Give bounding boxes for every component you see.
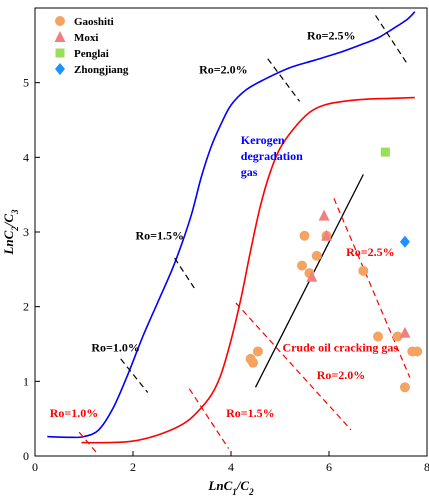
x-axis-title-main: LnC bbox=[207, 478, 232, 493]
ro-label-2: Ro=2.0% bbox=[317, 368, 366, 382]
curve-1 bbox=[81, 96, 415, 444]
point-gaoshiti-8 bbox=[358, 265, 369, 276]
point-gaoshiti-9 bbox=[373, 331, 383, 342]
point-penglai-0 bbox=[380, 147, 390, 157]
x-axis-title-sub2: 2 bbox=[248, 487, 254, 497]
ro-label-0: Ro=1.0% bbox=[50, 406, 99, 420]
legend-marker-gaoshiti bbox=[55, 16, 65, 26]
ro-line-6 bbox=[267, 58, 301, 102]
point-zhongjiang-0 bbox=[399, 235, 410, 248]
x-tick-label-6: 6 bbox=[326, 460, 332, 474]
y-tick-label-4: 4 bbox=[23, 150, 29, 164]
point-gaoshiti-3 bbox=[297, 260, 308, 271]
x-tick-label-8: 8 bbox=[424, 460, 429, 474]
y-tick-label-1: 1 bbox=[23, 374, 29, 388]
point-moxi-3 bbox=[399, 326, 411, 338]
annotations-layer: Kerogen degradation gas Crude oil cracking … bbox=[241, 133, 399, 355]
y-axis-title-sub2: 3 bbox=[10, 209, 20, 215]
x-tick-label-2: 2 bbox=[130, 460, 136, 474]
point-gaoshiti-6 bbox=[311, 250, 322, 261]
y-tick-label-3: 3 bbox=[23, 225, 29, 239]
ticks-layer: 0 2 4 6 8 0 1 2 3 4 5 bbox=[23, 76, 429, 474]
ro-line-0 bbox=[78, 431, 97, 453]
x-axis-title-sub1: 1 bbox=[232, 487, 237, 497]
ro-label-4: Ro=1.0% bbox=[91, 340, 140, 354]
legend-label-gaoshiti: Gaoshiti bbox=[74, 16, 114, 28]
point-gaoshiti-13 bbox=[412, 346, 423, 357]
ro-label-1: Ro=1.5% bbox=[226, 406, 275, 420]
annotation-0-line-2: gas bbox=[241, 165, 258, 179]
point-moxi-0 bbox=[306, 270, 318, 282]
y-axis-title-sep: /C bbox=[1, 214, 16, 228]
ro-label-6: Ro=2.0% bbox=[199, 63, 248, 77]
annotation-0-line-1: degradation bbox=[241, 149, 303, 163]
point-gaoshiti-2 bbox=[252, 346, 263, 357]
point-gaoshiti-4 bbox=[299, 230, 310, 241]
point-gaoshiti-10 bbox=[392, 331, 403, 342]
y-tick-label-5: 5 bbox=[23, 76, 29, 90]
x-axis-title-sep: /C bbox=[236, 478, 250, 493]
legend-label-penglai: Penglai bbox=[74, 48, 109, 60]
ro-lines-layer: Ro=1.0% Ro=1.5% Ro=2.0% Ro=2.5% Ro=1.0% Ro=1.… bbox=[50, 15, 411, 453]
legend-label-moxi: Moxi bbox=[74, 32, 98, 44]
ro-line-1 bbox=[188, 388, 230, 449]
y-tick-label-2: 2 bbox=[23, 300, 29, 314]
ro-label-5: Ro=1.5% bbox=[135, 228, 184, 242]
ro-line-2 bbox=[235, 302, 352, 431]
y-axis-title-sub1: 2 bbox=[10, 226, 20, 232]
ro-label-7: Ro=2.5% bbox=[307, 28, 356, 42]
x-axis-title: LnC1/C2 bbox=[207, 478, 254, 497]
points-layer bbox=[245, 147, 423, 393]
ro-line-4 bbox=[120, 358, 149, 393]
ro-label-3: Ro=2.5% bbox=[346, 245, 395, 259]
y-axis-title: LnC2/C3 bbox=[1, 209, 20, 256]
annotation-0-line-0: Kerogen bbox=[241, 133, 285, 147]
y-tick-label-0: 0 bbox=[23, 449, 29, 463]
curve-0 bbox=[47, 11, 416, 439]
ro-line-5 bbox=[174, 257, 195, 289]
point-gaoshiti-1 bbox=[248, 357, 259, 368]
point-moxi-1 bbox=[318, 209, 330, 221]
legend-label-zhongjiang: Zhongjiang bbox=[74, 64, 129, 76]
x-tick-label-0: 0 bbox=[32, 460, 38, 474]
legend: Gaoshiti Moxi Penglai Zhongjiang bbox=[54, 16, 129, 76]
legend-marker-penglai bbox=[55, 48, 65, 58]
point-gaoshiti-11 bbox=[399, 382, 410, 393]
ro-line-3 bbox=[333, 198, 411, 378]
legend-marker-moxi bbox=[54, 31, 66, 42]
x-tick-label-4: 4 bbox=[228, 460, 234, 474]
legend-marker-zhongjiang bbox=[55, 63, 65, 75]
annotation-1-line-0: Crude oil cracking gas bbox=[282, 340, 398, 354]
y-axis-title-main: LnC bbox=[1, 230, 16, 255]
point-moxi-2 bbox=[321, 229, 333, 241]
